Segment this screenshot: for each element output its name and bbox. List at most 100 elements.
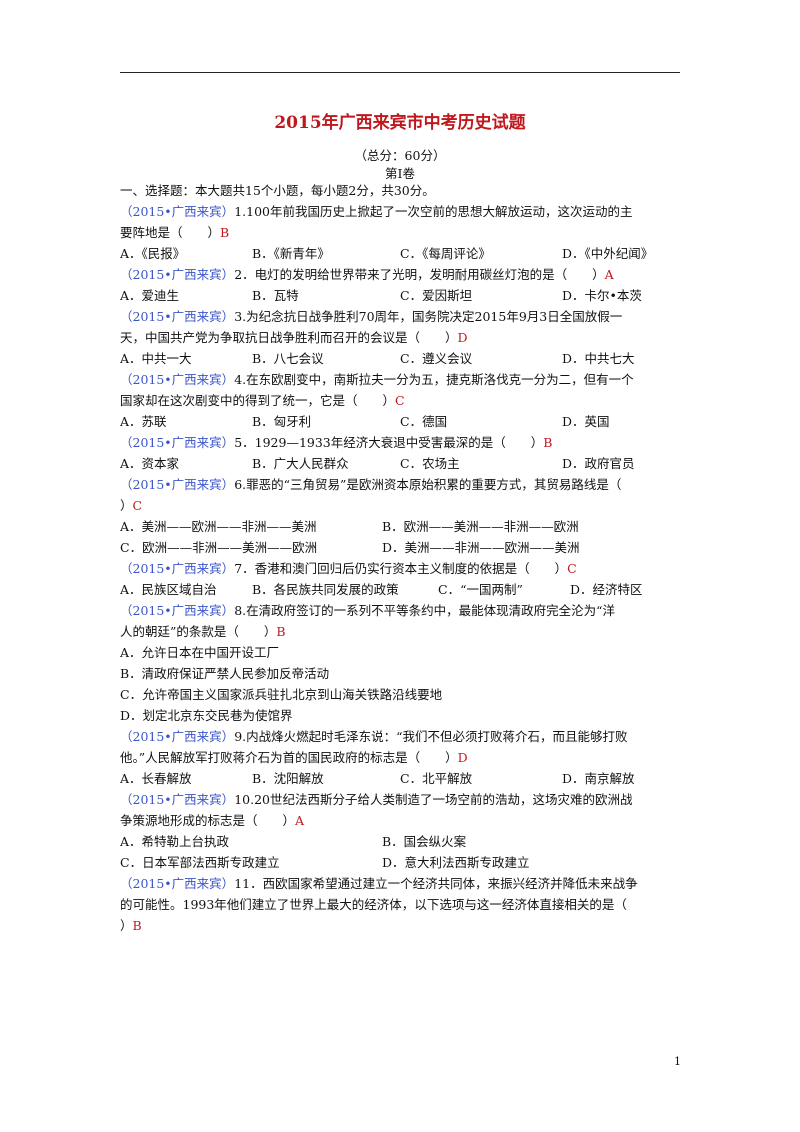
answer-mark: A [604,267,614,282]
option-d: D．经济特区 [570,582,643,597]
option-a: A．苏联 [120,414,167,429]
option-a: A．希特勒上台执政 [120,834,230,849]
question-stem: ） [120,498,133,513]
option-c: C．遵义会议 [400,351,473,366]
answer-mark: C [132,498,143,513]
question-stem: 的可能性。1993年他们建立了世界上最大的经济体，以下选项与这一经济体直接相关的… [120,897,627,912]
option-b: B．国会纵火案 [382,834,467,849]
option-d: D．政府官员 [562,456,635,471]
question-stem: 10.20世纪法西斯分子给人类制造了一场空前的浩劫，这场灾难的欧洲战 [234,792,633,807]
option-b: B．《新青年》 [252,246,330,261]
option-d: D．中共七大 [562,351,635,366]
question-5: （2015•广西来宾）5．1929—1933年经济大衰退中受害最深的是（ ）B … [120,432,686,474]
question-6: （2015•广西来宾）6.罪恶的“三角贸易”是欧洲资本原始积累的重要方式，其贸易… [120,474,686,558]
option-d: D．卡尔•本茨 [562,288,642,303]
option-a: A．允许日本在中国开设工厂 [120,645,280,660]
question-source: （2015•广西来宾） [120,435,235,450]
question-8: （2015•广西来宾）8.在清政府签订的一系列不平等条约中，最能体现清政府完全沦… [120,600,686,726]
option-d: D．英国 [562,414,610,429]
page-number: 1 [674,1055,681,1068]
option-b: B．匈牙利 [252,414,312,429]
option-c: C．日本军部法西斯专政建立 [120,855,280,870]
question-source: （2015•广西来宾） [120,603,235,618]
answer-mark: B [220,225,230,240]
question-stem: 9.内战烽火燃起时毛泽东说：“我们不但必须打败蒋介石，而且能够打败 [234,729,628,744]
question-stem: ） [120,918,133,933]
answer-mark: B [543,435,553,450]
question-source: （2015•广西来宾） [120,561,235,576]
question-list: 一、选择题：本大题共15个小题，每小题2分，共30分。 （2015•广西来宾）1… [120,180,686,936]
header-rule [120,72,680,73]
question-11: （2015•广西来宾）11．西欧国家希望通过建立一个经济共同体，来振兴经济并降低… [120,873,686,936]
answer-mark: C [395,393,405,408]
question-stem: 8.在清政府签订的一系列不平等条约中，最能体现清政府完全沦为“洋 [234,603,616,618]
question-source: （2015•广西来宾） [120,204,235,219]
page-title: 2015年广西来宾市中考历史试题 [274,113,526,133]
question-9: （2015•广西来宾）9.内战烽火燃起时毛泽东说：“我们不但必须打败蒋介石，而且… [120,726,686,789]
question-stem: 3.为纪念抗日战争胜利70周年，国务院决定2015年9月3日全国放假一 [234,309,623,324]
option-c: C．北平解放 [400,771,473,786]
question-stem: 人的朝廷”的条款是（ ） [120,624,277,639]
answer-mark: D [457,330,468,345]
question-stem: 天，中国共产党为争取抗日战争胜利而召开的会议是（ ） [120,330,458,345]
answer-mark: B [132,918,142,933]
option-d: D．划定北京东交民巷为使馆界 [120,708,293,723]
option-b: B．广大人民群众 [252,456,349,471]
option-c: C．爱因斯坦 [400,288,473,303]
question-10: （2015•广西来宾）10.20世纪法西斯分子给人类制造了一场空前的浩劫，这场灾… [120,789,686,873]
question-stem: 7．香港和澳门回归后仍实行资本主义制度的依据是（ ） [234,561,568,576]
question-source: （2015•广西来宾） [120,372,235,387]
question-source: （2015•广西来宾） [120,309,235,324]
option-c: C．《每周评论》 [400,246,491,261]
total-score: （总分：60分） [354,148,446,163]
option-a: A．长春解放 [120,771,192,786]
option-a: A．中共一大 [120,351,192,366]
option-d: D．《中外纪闻》 [562,246,654,261]
question-source: （2015•广西来宾） [120,477,235,492]
question-stem: 2．电灯的发明给世界带来了光明，发明耐用碳丝灯泡的是（ ） [234,267,605,282]
option-b: B．沈阳解放 [252,771,324,786]
option-a: A．《民报》 [120,246,186,261]
question-7: （2015•广西来宾）7．香港和澳门回归后仍实行资本主义制度的依据是（ ）C A… [120,558,686,600]
option-b: B．各民族共同发展的政策 [252,582,399,597]
question-2: （2015•广西来宾）2．电灯的发明给世界带来了光明，发明耐用碳丝灯泡的是（ ）… [120,264,686,306]
option-b: B．瓦特 [252,288,299,303]
answer-mark: C [567,561,577,576]
option-b: B．欧洲——美洲——非洲——欧洲 [382,519,579,534]
question-stem: 国家却在这次剧变中的得到了统一，它是（ ） [120,393,396,408]
answer-mark: B [276,624,286,639]
question-stem: 要阵地是（ ） [120,225,221,240]
option-d: D．美洲——非洲——欧洲——美洲 [382,540,580,555]
option-a: A．爱迪生 [120,288,180,303]
answer-mark: A [295,813,305,828]
option-c: C．农场主 [400,456,460,471]
question-stem: 5．1929—1933年经济大衰退中受害最深的是（ ） [234,435,544,450]
question-stem: 6.罪恶的“三角贸易”是欧洲资本原始积累的重要方式，其贸易路线是（ [234,477,622,492]
option-c: C．“一国两制” [438,582,523,597]
question-stem: 4.在东欧剧变中，南斯拉夫一分为五，捷克斯洛伐克一分为二，但有一个 [234,372,634,387]
question-stem: 11．西欧国家希望通过建立一个经济共同体，来振兴经济并降低未来战争 [234,876,638,891]
option-c: C．允许帝国主义国家派兵驻扎北京到山海关铁路沿线要地 [120,687,443,702]
question-4: （2015•广西来宾）4.在东欧剧变中，南斯拉夫一分为五，捷克斯洛伐克一分为二，… [120,369,686,432]
option-d: D．意大利法西斯专政建立 [382,855,530,870]
option-d: D．南京解放 [562,771,635,786]
option-a: A．美洲——欧洲——非洲——美洲 [120,519,317,534]
question-source: （2015•广西来宾） [120,267,235,282]
option-a: A．民族区域自治 [120,582,217,597]
volume-label: 第Ⅰ卷 [385,166,415,181]
option-a: A．资本家 [120,456,180,471]
answer-mark: D [457,750,468,765]
question-source: （2015•广西来宾） [120,792,235,807]
question-1: （2015•广西来宾）1.100年前我国历史上掀起了一次空前的思想大解放运动，这… [120,201,686,264]
section-heading: 一、选择题：本大题共15个小题，每小题2分，共30分。 [120,183,435,198]
question-source: （2015•广西来宾） [120,876,235,891]
option-b: B．八七会议 [252,351,324,366]
question-source: （2015•广西来宾） [120,729,235,744]
question-stem: 争策源地形成的标志是（ ） [120,813,296,828]
question-stem: 他。”人民解放军打败蒋介石为首的国民政府的标志是（ ） [120,750,458,765]
option-c: C．欧洲——非洲——美洲——欧洲 [120,540,318,555]
question-3: （2015•广西来宾）3.为纪念抗日战争胜利70周年，国务院决定2015年9月3… [120,306,686,369]
option-b: B．清政府保证严禁人民参加反帝活动 [120,666,330,681]
option-c: C．德国 [400,414,448,429]
question-stem: 1.100年前我国历史上掀起了一次空前的思想大解放运动，这次运动的主 [234,204,633,219]
